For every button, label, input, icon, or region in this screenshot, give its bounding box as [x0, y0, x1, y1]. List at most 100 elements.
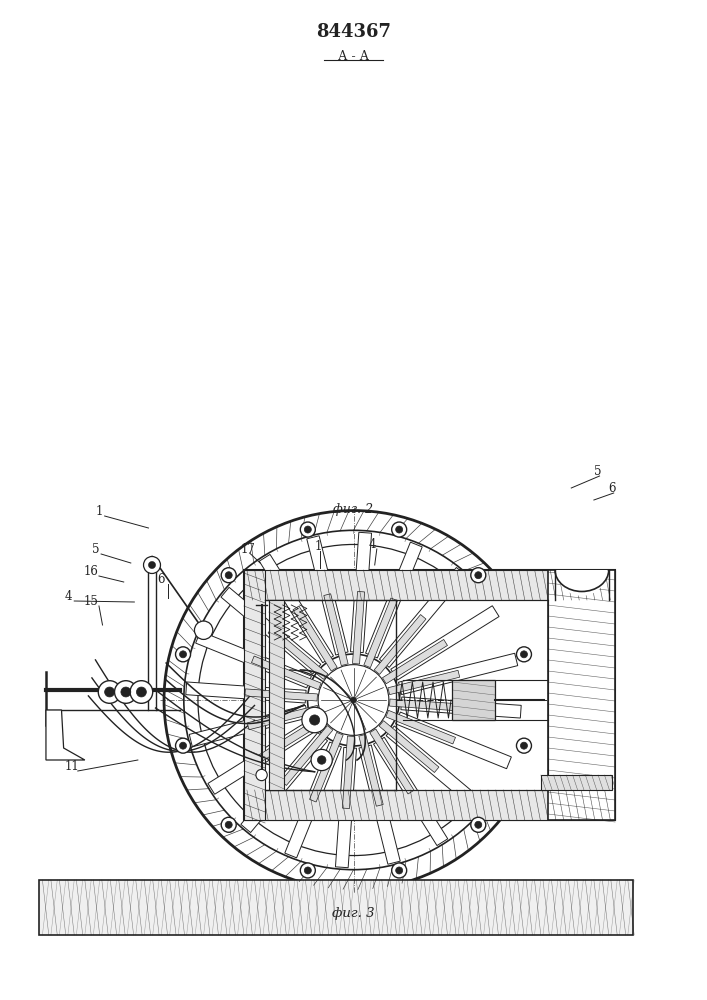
- Circle shape: [300, 863, 315, 878]
- Polygon shape: [335, 747, 356, 868]
- Text: 15: 15: [83, 595, 98, 608]
- Bar: [452, 680, 495, 720]
- Polygon shape: [373, 737, 448, 846]
- Polygon shape: [247, 705, 319, 730]
- Circle shape: [308, 654, 399, 746]
- Circle shape: [198, 544, 509, 856]
- Text: 5: 5: [594, 465, 602, 478]
- Polygon shape: [391, 606, 499, 680]
- Text: 16: 16: [83, 565, 98, 578]
- Bar: [244, 570, 615, 820]
- Bar: [541, 775, 612, 790]
- Circle shape: [396, 867, 403, 874]
- Circle shape: [520, 742, 527, 749]
- Text: 5: 5: [92, 543, 100, 556]
- Circle shape: [351, 697, 356, 703]
- Text: 6: 6: [608, 482, 616, 495]
- Polygon shape: [342, 736, 354, 809]
- Polygon shape: [293, 606, 337, 671]
- Polygon shape: [390, 699, 462, 711]
- Circle shape: [164, 511, 543, 889]
- Polygon shape: [46, 710, 85, 760]
- Polygon shape: [380, 567, 466, 667]
- Polygon shape: [388, 670, 460, 695]
- Text: 6: 6: [157, 573, 165, 586]
- Circle shape: [304, 526, 311, 533]
- Polygon shape: [353, 591, 365, 664]
- Circle shape: [475, 821, 481, 828]
- Circle shape: [392, 522, 407, 537]
- Text: 17: 17: [240, 543, 255, 556]
- Wedge shape: [556, 570, 608, 596]
- Circle shape: [180, 742, 187, 749]
- Polygon shape: [370, 729, 414, 794]
- Polygon shape: [359, 745, 400, 864]
- Polygon shape: [351, 532, 372, 653]
- Text: фиг. 3: фиг. 3: [332, 908, 375, 920]
- Polygon shape: [196, 631, 311, 688]
- Polygon shape: [374, 615, 426, 674]
- Circle shape: [221, 817, 236, 832]
- Circle shape: [226, 572, 232, 579]
- Bar: [39, 880, 633, 935]
- Polygon shape: [245, 689, 317, 701]
- Polygon shape: [281, 726, 333, 785]
- Text: 844367: 844367: [316, 23, 391, 41]
- Text: 4: 4: [369, 538, 377, 551]
- Polygon shape: [221, 587, 321, 674]
- Bar: [244, 570, 615, 600]
- Circle shape: [317, 756, 326, 764]
- Polygon shape: [285, 742, 341, 858]
- Circle shape: [121, 687, 131, 697]
- Circle shape: [302, 707, 327, 733]
- Text: А - А: А - А: [338, 50, 369, 64]
- Circle shape: [310, 715, 320, 725]
- Circle shape: [256, 769, 267, 781]
- Polygon shape: [324, 594, 348, 666]
- Circle shape: [130, 681, 153, 703]
- Text: 4: 4: [65, 590, 73, 603]
- Circle shape: [300, 522, 315, 537]
- Polygon shape: [399, 653, 518, 695]
- Circle shape: [115, 681, 137, 703]
- Circle shape: [471, 568, 486, 583]
- Polygon shape: [379, 721, 439, 773]
- Bar: [548, 570, 615, 820]
- Bar: [244, 570, 265, 820]
- Polygon shape: [252, 656, 321, 690]
- Polygon shape: [307, 536, 348, 655]
- Polygon shape: [364, 598, 397, 668]
- Circle shape: [392, 863, 407, 878]
- Polygon shape: [310, 732, 343, 802]
- Circle shape: [175, 647, 191, 662]
- Circle shape: [226, 821, 232, 828]
- Circle shape: [98, 681, 121, 703]
- Text: 11: 11: [65, 760, 80, 773]
- Circle shape: [105, 687, 115, 697]
- Polygon shape: [386, 726, 486, 813]
- Circle shape: [136, 687, 146, 697]
- Bar: [244, 790, 615, 820]
- Polygon shape: [401, 697, 521, 718]
- Polygon shape: [189, 705, 308, 747]
- Polygon shape: [186, 682, 306, 703]
- Text: фиг. 2: фиг. 2: [334, 504, 373, 516]
- Circle shape: [516, 738, 532, 753]
- Circle shape: [304, 867, 311, 874]
- Circle shape: [184, 530, 523, 870]
- Polygon shape: [359, 734, 383, 806]
- Circle shape: [516, 647, 532, 662]
- Circle shape: [396, 526, 403, 533]
- Circle shape: [318, 665, 389, 735]
- Polygon shape: [386, 710, 455, 744]
- Circle shape: [175, 738, 191, 753]
- Circle shape: [180, 651, 187, 658]
- Polygon shape: [241, 733, 327, 833]
- Circle shape: [475, 572, 481, 579]
- Circle shape: [194, 621, 213, 639]
- Circle shape: [244, 590, 463, 810]
- Polygon shape: [366, 542, 422, 658]
- Text: 1: 1: [315, 540, 322, 553]
- Circle shape: [221, 568, 236, 583]
- Circle shape: [144, 557, 160, 573]
